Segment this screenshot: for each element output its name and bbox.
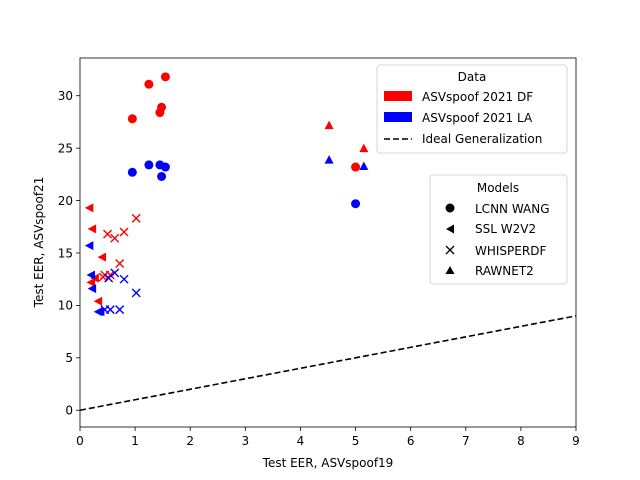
x-tick-label: 9 — [572, 434, 580, 448]
x-tick-label: 3 — [242, 434, 250, 448]
legend-df-swatch — [384, 91, 412, 101]
data-point-x-stroke — [105, 305, 115, 315]
data-point-x — [104, 273, 114, 283]
x-tick-label: 7 — [462, 434, 470, 448]
data-point-circle — [144, 79, 154, 89]
data-point-x — [103, 229, 113, 239]
legend-models-box — [429, 174, 568, 285]
data-point-triangle-left — [95, 307, 105, 317]
data-point-x — [131, 213, 141, 223]
data-point-x-stroke — [119, 274, 129, 284]
data-point-x-stroke — [115, 258, 125, 268]
y-tick-label: 25 — [58, 141, 73, 155]
x-tick-label: 1 — [131, 434, 139, 448]
data-point-x-stroke — [131, 213, 141, 223]
legend-data: Data ASVspoof 2021 DF ASVspoof 2021 LA I… — [376, 64, 568, 154]
data-point-circle — [351, 162, 361, 172]
legend-models-title: Models — [477, 181, 519, 195]
data-point-triangle-left — [87, 284, 97, 294]
y-tick-label: 0 — [65, 404, 73, 418]
legend-lcnn-label: LCNN WANG — [475, 202, 550, 216]
y-axis-label: Test EER, ASVspoof21 — [32, 177, 46, 309]
data-point-circle — [160, 162, 170, 172]
data-point-circle — [144, 160, 154, 170]
data-point-triangle-up — [324, 155, 334, 164]
data-point-x — [119, 227, 129, 237]
legend-ideal-label: Ideal Generalization — [422, 132, 542, 146]
x-axis-ticks: 0 1 2 3 4 5 6 7 8 9 — [76, 427, 580, 448]
data-point-x — [119, 274, 129, 284]
ideal-generalization-line — [79, 315, 577, 412]
legend-la-label: ASVspoof 2021 LA — [422, 111, 533, 125]
data-point-x-stroke — [119, 227, 129, 237]
legend-triangle-left-icon — [446, 224, 454, 234]
x-tick-label: 0 — [76, 434, 84, 448]
axes-frame — [79, 57, 577, 428]
legend-data-box — [376, 64, 568, 154]
data-point-triangle-up — [324, 120, 334, 130]
data-point-x — [115, 305, 125, 315]
y-axis-ticks: 0 5 10 15 20 25 30 — [58, 89, 80, 418]
legend-whisper-label: WHISPERDF — [475, 244, 546, 258]
legend-df-label: ASVspoof 2021 DF — [422, 90, 533, 104]
x-tick-label: 5 — [352, 434, 360, 448]
data-point-triangle-up — [359, 161, 369, 170]
legend-data-title: Data — [458, 70, 487, 84]
x-tick-label: 2 — [186, 434, 194, 448]
y-tick-label: 30 — [58, 89, 73, 103]
legend-ssl-label: SSL W2V2 — [475, 222, 536, 236]
y-tick-label: 10 — [58, 299, 73, 313]
data-point-x-stroke — [103, 229, 113, 239]
data-point-triangle-left — [86, 277, 96, 287]
ideal-line-layer — [79, 315, 577, 412]
x-axis-label: Test EER, ASVspoof19 — [262, 456, 394, 470]
legend-la-swatch — [384, 112, 412, 122]
data-point-triangle-left — [86, 270, 96, 280]
data-point-circle — [160, 72, 170, 82]
data-point-circle — [127, 167, 137, 177]
x-tick-label: 6 — [407, 434, 415, 448]
data-point-circle — [351, 199, 361, 209]
data-point-x-stroke — [104, 273, 114, 283]
data-point-circle — [127, 114, 137, 124]
legend-x-icon — [445, 245, 455, 255]
data-point-x — [115, 258, 125, 268]
y-tick-label: 5 — [65, 351, 73, 365]
data-point-triangle-left — [84, 241, 94, 251]
data-point-circle — [157, 171, 167, 181]
legend-circle-icon — [445, 203, 455, 213]
x-tick-label: 8 — [517, 434, 525, 448]
data-point-x-stroke — [131, 288, 141, 298]
data-point-triangle-left — [87, 224, 97, 234]
data-point-x-stroke — [110, 233, 120, 243]
data-point-x — [105, 305, 115, 315]
data-point-x-stroke — [115, 305, 125, 315]
x-tick-label: 4 — [297, 434, 305, 448]
legend-models: Models LCNN WANG SSL W2V2 WHISPERDF RAWN… — [429, 174, 568, 285]
data-point-triangle-left — [93, 296, 103, 306]
data-point-x — [131, 288, 141, 298]
data-point-x — [110, 233, 120, 243]
data-points-layer — [84, 72, 369, 317]
y-tick-label: 20 — [58, 194, 73, 208]
legend-rawnet-label: RAWNET2 — [475, 264, 534, 278]
data-point-circle — [157, 102, 167, 112]
y-tick-label: 15 — [58, 246, 73, 260]
legend-triangle-up-icon — [445, 266, 455, 274]
data-point-triangle-up — [359, 143, 369, 153]
data-point-triangle-left — [84, 203, 94, 213]
data-point-triangle-left — [97, 252, 107, 262]
